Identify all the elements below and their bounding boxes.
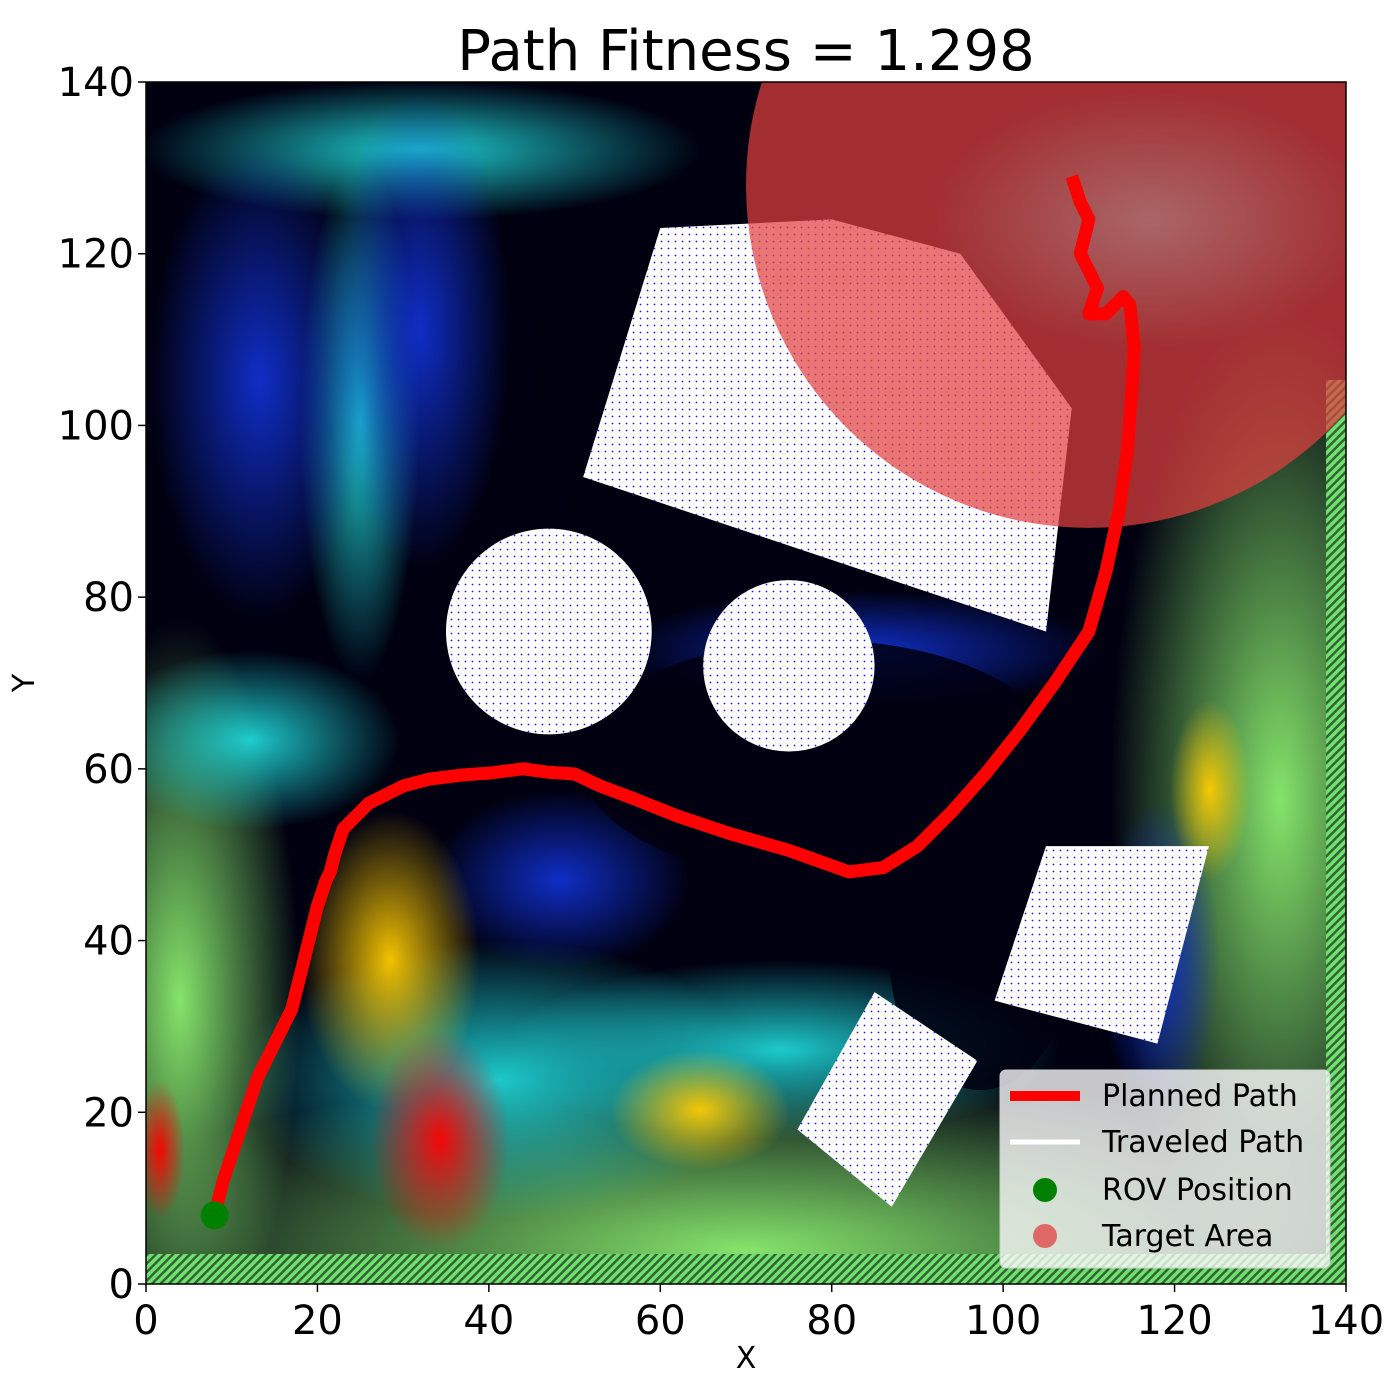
chart-title: Path Fitness = 1.298 <box>457 19 1035 84</box>
x-axis-label: X <box>736 1341 757 1376</box>
y-tick-label: 0 <box>109 1262 134 1308</box>
plot-frame <box>145 81 1347 1285</box>
y-axis-label: Y <box>7 673 42 693</box>
y-tick-label: 120 <box>58 232 134 278</box>
plot-area <box>146 82 1346 1284</box>
legend-label-traveled-path: Traveled Path <box>1101 1125 1304 1160</box>
obstacle-5-quiver <box>797 992 978 1207</box>
y-tick-label: 80 <box>83 575 134 621</box>
x-tick-label: 140 <box>1308 1298 1384 1344</box>
y-tick-label: 140 <box>58 60 134 106</box>
target-area-layer <box>746 82 1346 528</box>
y-tick-label: 100 <box>58 403 134 449</box>
legend-label-planned-path: Planned Path <box>1102 1079 1298 1114</box>
x-tick-label: 100 <box>965 1298 1041 1344</box>
rov-position-marker <box>200 1201 229 1230</box>
x-tick-label: 20 <box>292 1298 343 1344</box>
x-tick-label: 0 <box>133 1298 158 1344</box>
y-axis-ticks: 0 20 40 60 80 100 120 140 <box>58 60 146 1308</box>
planned-path-layer <box>208 174 1141 1217</box>
legend-swatch-rov-position <box>1033 1178 1057 1202</box>
legend: Planned Path Traveled Path ROV Position … <box>999 1069 1331 1269</box>
y-tick-label: 60 <box>83 747 134 793</box>
planned-path-line <box>208 174 1141 1217</box>
x-axis-ticks: 0 20 40 60 80 100 120 140 <box>133 1284 1384 1344</box>
rov-position-layer <box>200 1201 229 1230</box>
obstacle-2-quiver <box>703 580 875 752</box>
legend-label-target-area: Target Area <box>1101 1219 1273 1254</box>
y-tick-label: 20 <box>83 1090 134 1136</box>
obstacle-1-quiver <box>445 528 652 735</box>
target-area <box>746 82 1346 528</box>
x-tick-label: 80 <box>806 1298 857 1344</box>
x-tick-label: 60 <box>635 1298 686 1344</box>
x-tick-label: 120 <box>1136 1298 1212 1344</box>
legend-label-rov-position: ROV Position <box>1102 1173 1293 1208</box>
x-tick-label: 40 <box>463 1298 514 1344</box>
legend-box <box>999 1069 1331 1269</box>
legend-swatch-target-area <box>1033 1224 1057 1248</box>
y-tick-label: 40 <box>83 919 134 965</box>
obstacle-4-quiver <box>994 846 1209 1044</box>
